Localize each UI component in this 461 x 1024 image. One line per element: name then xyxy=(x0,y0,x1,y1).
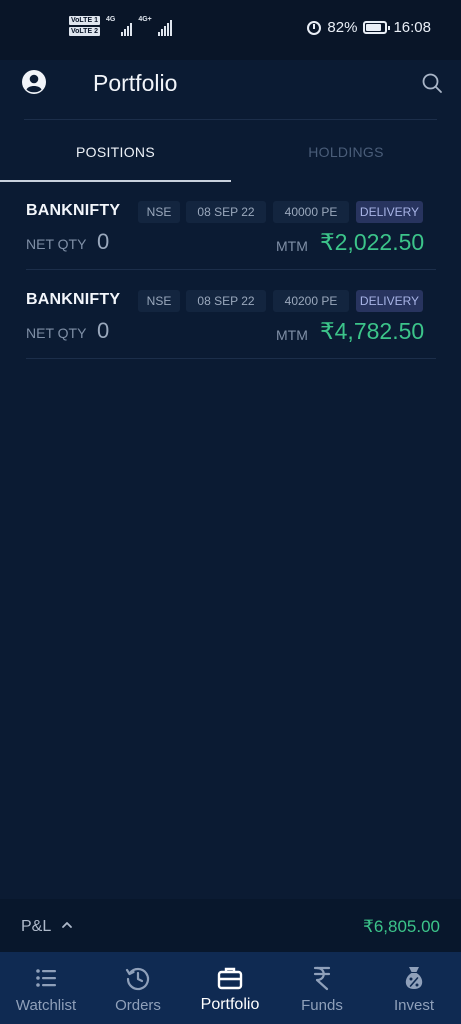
profile-icon[interactable] xyxy=(21,69,47,95)
pnl-value: ₹6,805.00 xyxy=(363,917,440,936)
volte-indicators: VoLTE 1 VoLTE 2 xyxy=(69,16,100,36)
strike-tag: 40200 PE xyxy=(273,290,349,312)
net-qty-value: 0 xyxy=(97,229,110,254)
pnl-bar[interactable] xyxy=(0,899,461,952)
signal1-icon xyxy=(121,16,133,36)
alarm-icon xyxy=(307,20,322,35)
nav-label: Funds xyxy=(301,997,343,1014)
nav-label: Portfolio xyxy=(200,996,260,1013)
strike-tag: 40000 PE xyxy=(273,201,349,223)
position-row[interactable]: BANKNIFTY NSE 08 SEP 22 40000 PE DELIVER… xyxy=(0,183,461,271)
search-icon[interactable] xyxy=(421,72,443,94)
active-tab-indicator xyxy=(0,180,231,182)
briefcase-icon xyxy=(217,967,243,990)
net-qty-value: 0 xyxy=(97,318,110,343)
row-divider xyxy=(26,358,436,359)
position-symbol: BANKNIFTY xyxy=(26,291,121,308)
rupee-icon xyxy=(313,966,331,991)
nav-funds[interactable]: Funds xyxy=(276,952,368,1024)
sim1-label: VoLTE 1 xyxy=(69,16,100,25)
tab-positions[interactable]: POSITIONS xyxy=(76,144,155,160)
tab-holdings[interactable]: HOLDINGS xyxy=(308,144,384,160)
nav-label: Orders xyxy=(115,997,161,1014)
mtm-label: MTM xyxy=(276,327,308,343)
exchange-tag: NSE xyxy=(138,290,180,312)
sim2-label: VoLTE 2 xyxy=(69,27,100,36)
nav-orders[interactable]: Orders xyxy=(92,952,184,1024)
nav-label: Watchlist xyxy=(15,997,77,1014)
net-qty-label: NET QTY xyxy=(26,325,87,341)
row-divider xyxy=(26,269,436,270)
battery-percent: 82% xyxy=(327,19,358,36)
app-header xyxy=(0,60,461,118)
nav-portfolio[interactable]: Portfolio xyxy=(184,952,276,1024)
nav-watchlist[interactable]: Watchlist xyxy=(0,952,92,1024)
page-title: Portfolio xyxy=(93,70,178,96)
pnl-label[interactable]: P&L xyxy=(21,918,52,935)
battery-icon xyxy=(363,21,391,34)
list-icon xyxy=(36,969,56,987)
chevron-up-icon[interactable] xyxy=(61,919,73,931)
mtm-value: ₹4,782.50 xyxy=(320,318,425,344)
expiry-tag: 08 SEP 22 xyxy=(186,201,266,223)
network1-label: 4G xyxy=(105,16,116,23)
product-tag: DELIVERY xyxy=(356,201,423,223)
status-bar: VoLTE 1 VoLTE 2 4G 4G+ 82% 16:08 xyxy=(0,0,461,60)
exchange-tag: NSE xyxy=(138,201,180,223)
net-qty-label: NET QTY xyxy=(26,236,87,252)
history-icon xyxy=(125,967,150,991)
money-bag-icon xyxy=(405,967,423,989)
network2-label: 4G+ xyxy=(138,16,152,23)
mtm-value: ₹2,022.50 xyxy=(320,229,425,255)
header-divider xyxy=(24,119,437,120)
clock: 16:08 xyxy=(393,19,431,36)
position-symbol: BANKNIFTY xyxy=(26,202,121,219)
nav-invest[interactable]: Invest xyxy=(368,952,460,1024)
expiry-tag: 08 SEP 22 xyxy=(186,290,266,312)
mtm-label: MTM xyxy=(276,238,308,254)
product-tag: DELIVERY xyxy=(356,290,423,312)
signal2-icon xyxy=(157,16,172,36)
nav-label: Invest xyxy=(393,997,435,1014)
position-row[interactable]: BANKNIFTY NSE 08 SEP 22 40200 PE DELIVER… xyxy=(0,272,461,360)
